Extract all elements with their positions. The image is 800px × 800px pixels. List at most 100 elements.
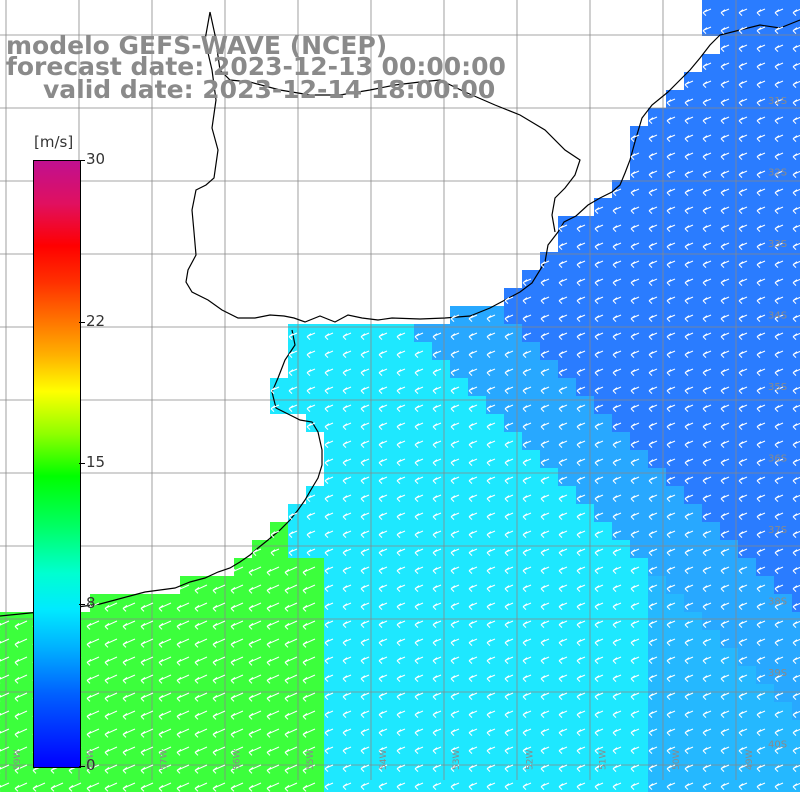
wind-arrow <box>360 782 370 790</box>
wind-arrow <box>14 782 28 792</box>
wind-arrow <box>230 584 244 594</box>
wind-arrow <box>684 314 694 322</box>
wind-arrow <box>576 242 586 250</box>
wind-arrow <box>468 764 478 772</box>
wind-arrow <box>684 620 694 628</box>
wind-arrow <box>630 530 640 538</box>
wind-arrow <box>594 764 604 772</box>
wind-arrow <box>558 422 568 430</box>
wind-arrow <box>414 584 424 592</box>
wind-arrow <box>666 314 676 322</box>
wind-arrow <box>414 422 424 430</box>
wind-arrow <box>702 440 712 448</box>
wind-arrow <box>104 764 118 774</box>
wind-arrow <box>50 782 64 792</box>
wind-arrow <box>522 422 532 430</box>
wind-arrow <box>720 440 730 448</box>
wind-arrow <box>432 404 442 412</box>
wind-arrow <box>666 422 676 430</box>
wind-arrow <box>104 656 118 666</box>
wind-arrow <box>212 710 226 720</box>
wind-arrow <box>342 602 352 610</box>
wind-arrow <box>266 566 280 576</box>
wind-arrow <box>720 386 730 394</box>
wind-arrow <box>450 386 460 394</box>
wind-arrow <box>212 728 226 738</box>
wind-arrow <box>648 188 658 196</box>
wind-arrow <box>612 332 622 340</box>
wind-arrow <box>738 404 748 412</box>
wind-arrow <box>774 746 784 754</box>
wind-arrow <box>558 602 568 610</box>
wind-speed-cell <box>792 630 800 648</box>
wind-arrow <box>266 764 280 774</box>
wind-arrow <box>630 242 640 250</box>
wind-arrow <box>558 638 568 646</box>
wind-arrow <box>378 548 388 556</box>
wind-arrow <box>630 710 640 718</box>
wind-arrow <box>774 674 784 682</box>
wind-arrow <box>468 692 478 700</box>
wind-arrow <box>360 602 370 610</box>
wind-arrow <box>504 782 514 790</box>
wind-arrow <box>666 602 676 610</box>
wind-arrow <box>450 566 460 574</box>
wind-arrow <box>306 422 316 430</box>
wind-arrow <box>558 656 568 664</box>
wind-arrow <box>324 620 334 628</box>
wind-arrow <box>684 332 694 340</box>
wind-arrow <box>432 710 442 718</box>
wind-arrow <box>720 332 730 340</box>
wind-arrow <box>540 404 550 412</box>
wind-arrow <box>558 260 568 268</box>
wind-speed-cell <box>792 594 800 612</box>
wind-arrow <box>414 566 424 574</box>
wind-arrow <box>630 404 640 412</box>
wind-arrow <box>612 674 622 682</box>
wind-arrow <box>720 422 730 430</box>
wind-arrow <box>522 494 532 502</box>
wind-arrow <box>288 386 298 394</box>
wind-arrow <box>324 728 334 736</box>
wind-arrow <box>648 260 658 268</box>
wind-arrow <box>414 728 424 736</box>
wind-arrow <box>648 476 658 484</box>
wind-arrow <box>738 512 748 520</box>
wind-arrow <box>414 638 424 646</box>
wind-arrow <box>522 638 532 646</box>
wind-arrow <box>738 242 748 250</box>
wind-arrow <box>504 746 514 754</box>
wind-arrow <box>666 710 676 718</box>
wind-arrow <box>504 422 514 430</box>
forecast-date: forecast date: 2023-12-13 00:00:00 <box>6 52 506 81</box>
colorbar-unit: [m/s] <box>34 133 74 151</box>
wind-arrow <box>414 386 424 394</box>
wind-arrow <box>774 350 784 358</box>
wind-arrow <box>324 584 334 592</box>
wind-arrow <box>342 728 352 736</box>
wind-arrow <box>378 476 388 484</box>
wind-arrow <box>666 782 676 790</box>
wind-arrow <box>432 728 442 736</box>
wind-arrow <box>486 764 496 772</box>
wind-arrow <box>468 458 478 466</box>
wind-arrow <box>158 656 172 666</box>
wind-arrow <box>630 134 640 142</box>
wind-arrow <box>522 602 532 610</box>
wind-arrow <box>576 512 586 520</box>
wind-arrow <box>522 548 532 556</box>
wind-arrow <box>702 584 712 592</box>
wind-arrow <box>504 404 514 412</box>
wind-arrow <box>702 692 712 700</box>
wind-arrow <box>194 656 208 666</box>
wind-arrow <box>630 764 640 772</box>
wind-arrow <box>558 764 568 772</box>
wind-arrow <box>284 710 298 720</box>
wind-arrow <box>288 530 298 538</box>
wind-arrow <box>612 242 622 250</box>
wind-arrow <box>702 170 712 178</box>
wind-arrow <box>756 512 766 520</box>
wind-arrow <box>522 404 532 412</box>
wind-arrow <box>378 512 388 520</box>
wind-arrow <box>504 764 514 772</box>
